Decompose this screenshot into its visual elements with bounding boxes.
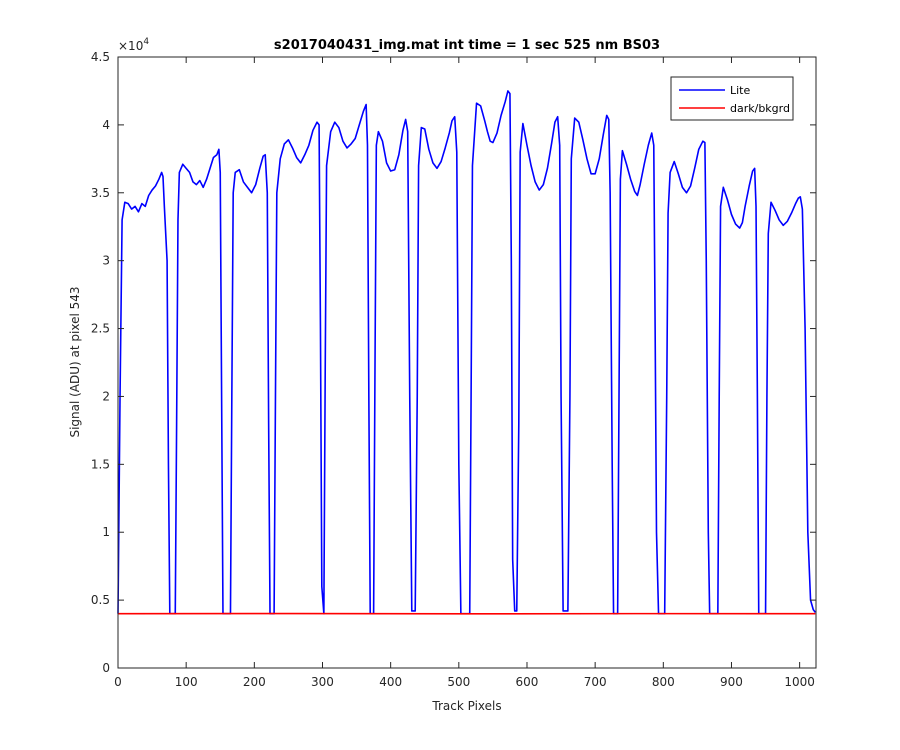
y-tick-label: 3.5 xyxy=(91,186,110,200)
legend-label-dark: dark/bkgrd xyxy=(730,102,790,115)
y-exponent-label: ×104 xyxy=(118,37,149,53)
y-tick-label: 0.5 xyxy=(91,593,110,607)
axes-box xyxy=(117,56,817,669)
y-tick-label: 0 xyxy=(102,661,110,675)
y-tick-label: 3 xyxy=(102,254,110,268)
plot-area xyxy=(118,57,816,668)
series-line-lite xyxy=(117,90,816,615)
x-tick-label: 700 xyxy=(584,675,607,689)
x-tick-label: 500 xyxy=(447,675,470,689)
x-tick-label: 400 xyxy=(379,675,402,689)
y-exponent-power: 4 xyxy=(143,37,149,47)
series-layer xyxy=(117,90,816,615)
y-tick-label: 2.5 xyxy=(91,322,110,336)
x-tick-label: 300 xyxy=(311,675,334,689)
x-tick-label: 600 xyxy=(516,675,539,689)
chart-title: s2017040431_img.mat int time = 1 sec 525… xyxy=(274,38,660,53)
y-tick-label: 1 xyxy=(102,525,110,539)
x-tick-label: 800 xyxy=(652,675,675,689)
legend-box xyxy=(670,76,794,121)
y-axis-label: Signal (ADU) at pixel 543 xyxy=(68,286,82,437)
y-tick-label: 1.5 xyxy=(91,457,110,471)
tick-layer: 0 100 200 300 400 500 600 700 800 900 1000 0 0.5 1 1.5… xyxy=(91,50,816,689)
legend-label-lite: Lite xyxy=(730,84,750,97)
y-tick-label: 4.5 xyxy=(91,50,110,64)
x-tick-label: 200 xyxy=(243,675,266,689)
y-tick-label: 4 xyxy=(102,118,110,132)
y-exponent-base: ×10 xyxy=(118,39,143,53)
x-tick-label: 0 xyxy=(114,675,122,689)
x-tick-label: 100 xyxy=(175,675,198,689)
y-tick-label: 2 xyxy=(102,389,110,403)
legend: Lite dark/bkgrd xyxy=(670,76,794,121)
x-tick-label: 900 xyxy=(720,675,743,689)
x-axis-label: Track Pixels xyxy=(431,699,501,713)
x-tick-label: 1000 xyxy=(784,675,815,689)
